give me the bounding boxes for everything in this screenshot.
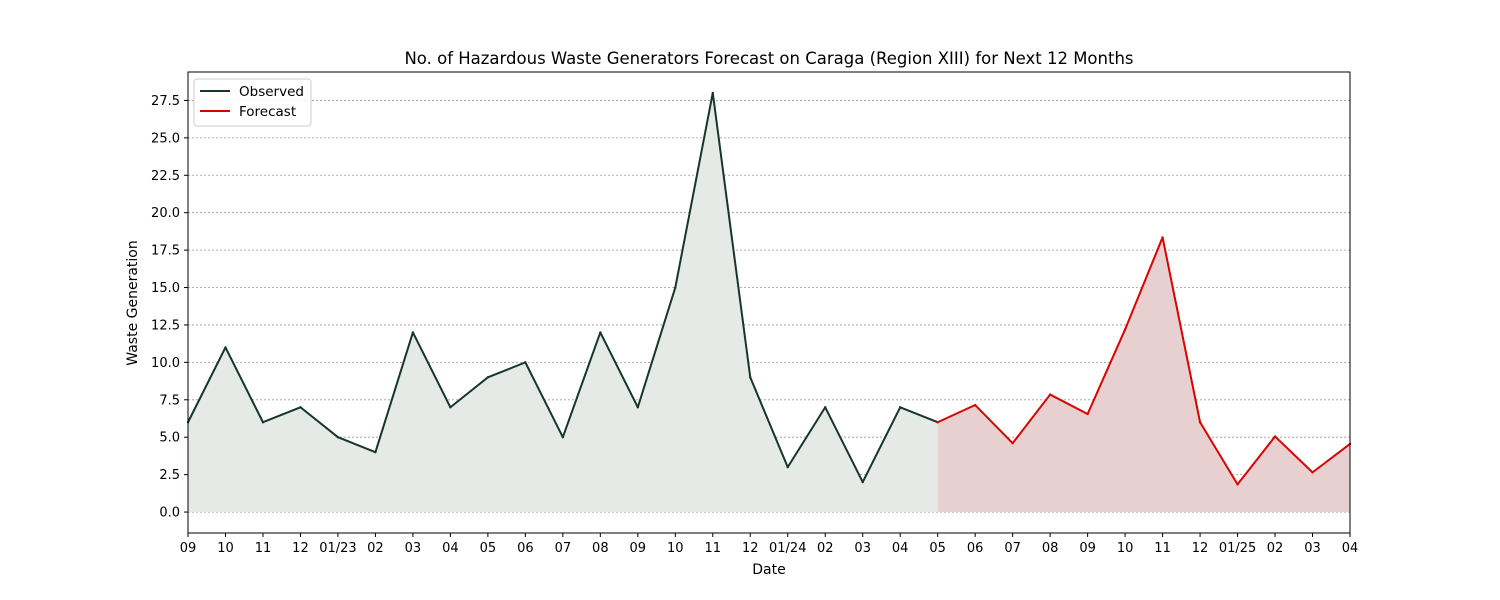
series-lines [186,91,1352,486]
legend-label-observed: Observed [239,84,304,100]
x-tick-label: 11 [705,541,722,556]
data-point-observed [261,421,265,424]
x-tick-label: 09 [1079,541,1096,556]
x-tick-label: 05 [929,541,946,556]
y-tick-label: 20.0 [151,206,180,221]
x-tick-label: 04 [1342,541,1359,556]
y-tick-label: 27.5 [151,94,180,109]
y-tick-label: 2.5 [159,468,180,483]
data-point-observed [486,376,490,379]
x-tick-label: 08 [592,541,609,556]
data-point-forecast [1161,236,1164,239]
data-point-forecast [936,421,939,424]
data-point-observed [599,331,602,334]
x-tick-label: 06 [517,541,534,556]
data-point-observed [749,376,752,379]
x-tick-label: 02 [817,541,834,556]
data-point-forecast [1011,441,1014,445]
data-point-observed [674,286,677,289]
area-fill-forecast [937,237,1350,513]
x-tick-label: 10 [1117,541,1134,556]
y-tick-label: 12.5 [151,318,180,333]
y-tick-label: 22.5 [151,169,180,184]
data-point-observed [711,91,714,95]
x-tick-label: 11 [255,541,272,556]
y-tick-label: 5.0 [159,431,180,446]
x-tick-label: 11 [1154,541,1171,556]
area-fills [188,92,1350,513]
x-tick-label: 06 [967,541,984,556]
data-point-observed [411,331,415,334]
y-tick-label: 25.0 [151,131,180,146]
y-axis-title: Waste Generation [125,240,141,365]
x-tick-label: 03 [1304,541,1321,556]
y-tick-label: 17.5 [151,244,180,259]
y-axis: 0.0 2.5 5.0 7.5 10.0 12.5 15.0 17.5 20.0 22.5 25.0… [151,94,188,521]
x-tick-label: 03 [854,541,871,556]
data-point-forecast [1048,393,1052,396]
x-tick-label: 04 [892,541,909,556]
legend-label-forecast: Forecast [239,104,296,120]
data-point-forecast [1198,421,1202,424]
x-tick-label: 09 [630,541,647,556]
y-tick-label: 15.0 [151,281,180,296]
data-point-observed [824,406,827,409]
x-axis-title: Date [752,562,785,578]
data-point-observed [336,436,340,439]
data-point-observed [224,346,227,349]
data-point-observed [524,361,527,364]
area-fill-observed [188,92,938,513]
x-tick-label: 07 [1004,541,1021,556]
x-tick-label: 03 [405,541,422,556]
x-tick-label: 12 [742,541,759,556]
data-point-observed [636,406,640,409]
data-point-observed [898,406,902,409]
x-tick-label: 01/24 [769,541,806,556]
x-tick-label: 10 [667,541,684,556]
x-tick-label: 08 [1042,541,1059,556]
data-point-observed [786,465,789,469]
data-point-forecast [1086,412,1089,416]
legend: Observed Forecast [193,78,312,127]
y-tick-label: 7.5 [159,393,180,408]
plot-frame [187,71,1351,534]
y-tick-label: 10.0 [151,356,180,371]
data-point-forecast [1123,328,1127,331]
data-point-forecast [1236,483,1239,486]
x-tick-label: 12 [1192,541,1209,556]
data-point-forecast [1273,435,1277,438]
data-point-forecast [1311,471,1314,474]
data-point-observed [299,406,302,409]
data-point-observed [861,480,864,484]
x-tick-label: 02 [1267,541,1284,556]
x-tick-label: 04 [442,541,459,556]
data-point-observed [449,406,452,409]
x-axis: 09 10 11 12 01/23 02 03 04 05 06 07 08 09 10 11 12 01/24… [180,533,1359,556]
data-point-observed [374,450,377,454]
x-tick-label: 05 [480,541,497,556]
series-line-forecast [937,236,1351,486]
x-tick-label: 09 [180,541,197,556]
x-tick-label: 10 [217,541,234,556]
x-tick-label: 02 [367,541,384,556]
x-tick-label: 01/25 [1219,541,1256,556]
x-tick-label: 12 [292,541,309,556]
data-point-forecast [973,403,977,407]
chart-title: No. of Hazardous Waste Generators Foreca… [404,49,1133,68]
x-tick-label: 01/23 [319,541,356,556]
x-tick-label: 07 [555,541,572,556]
y-tick-label: 0.0 [159,506,180,521]
data-point-observed [561,436,565,439]
